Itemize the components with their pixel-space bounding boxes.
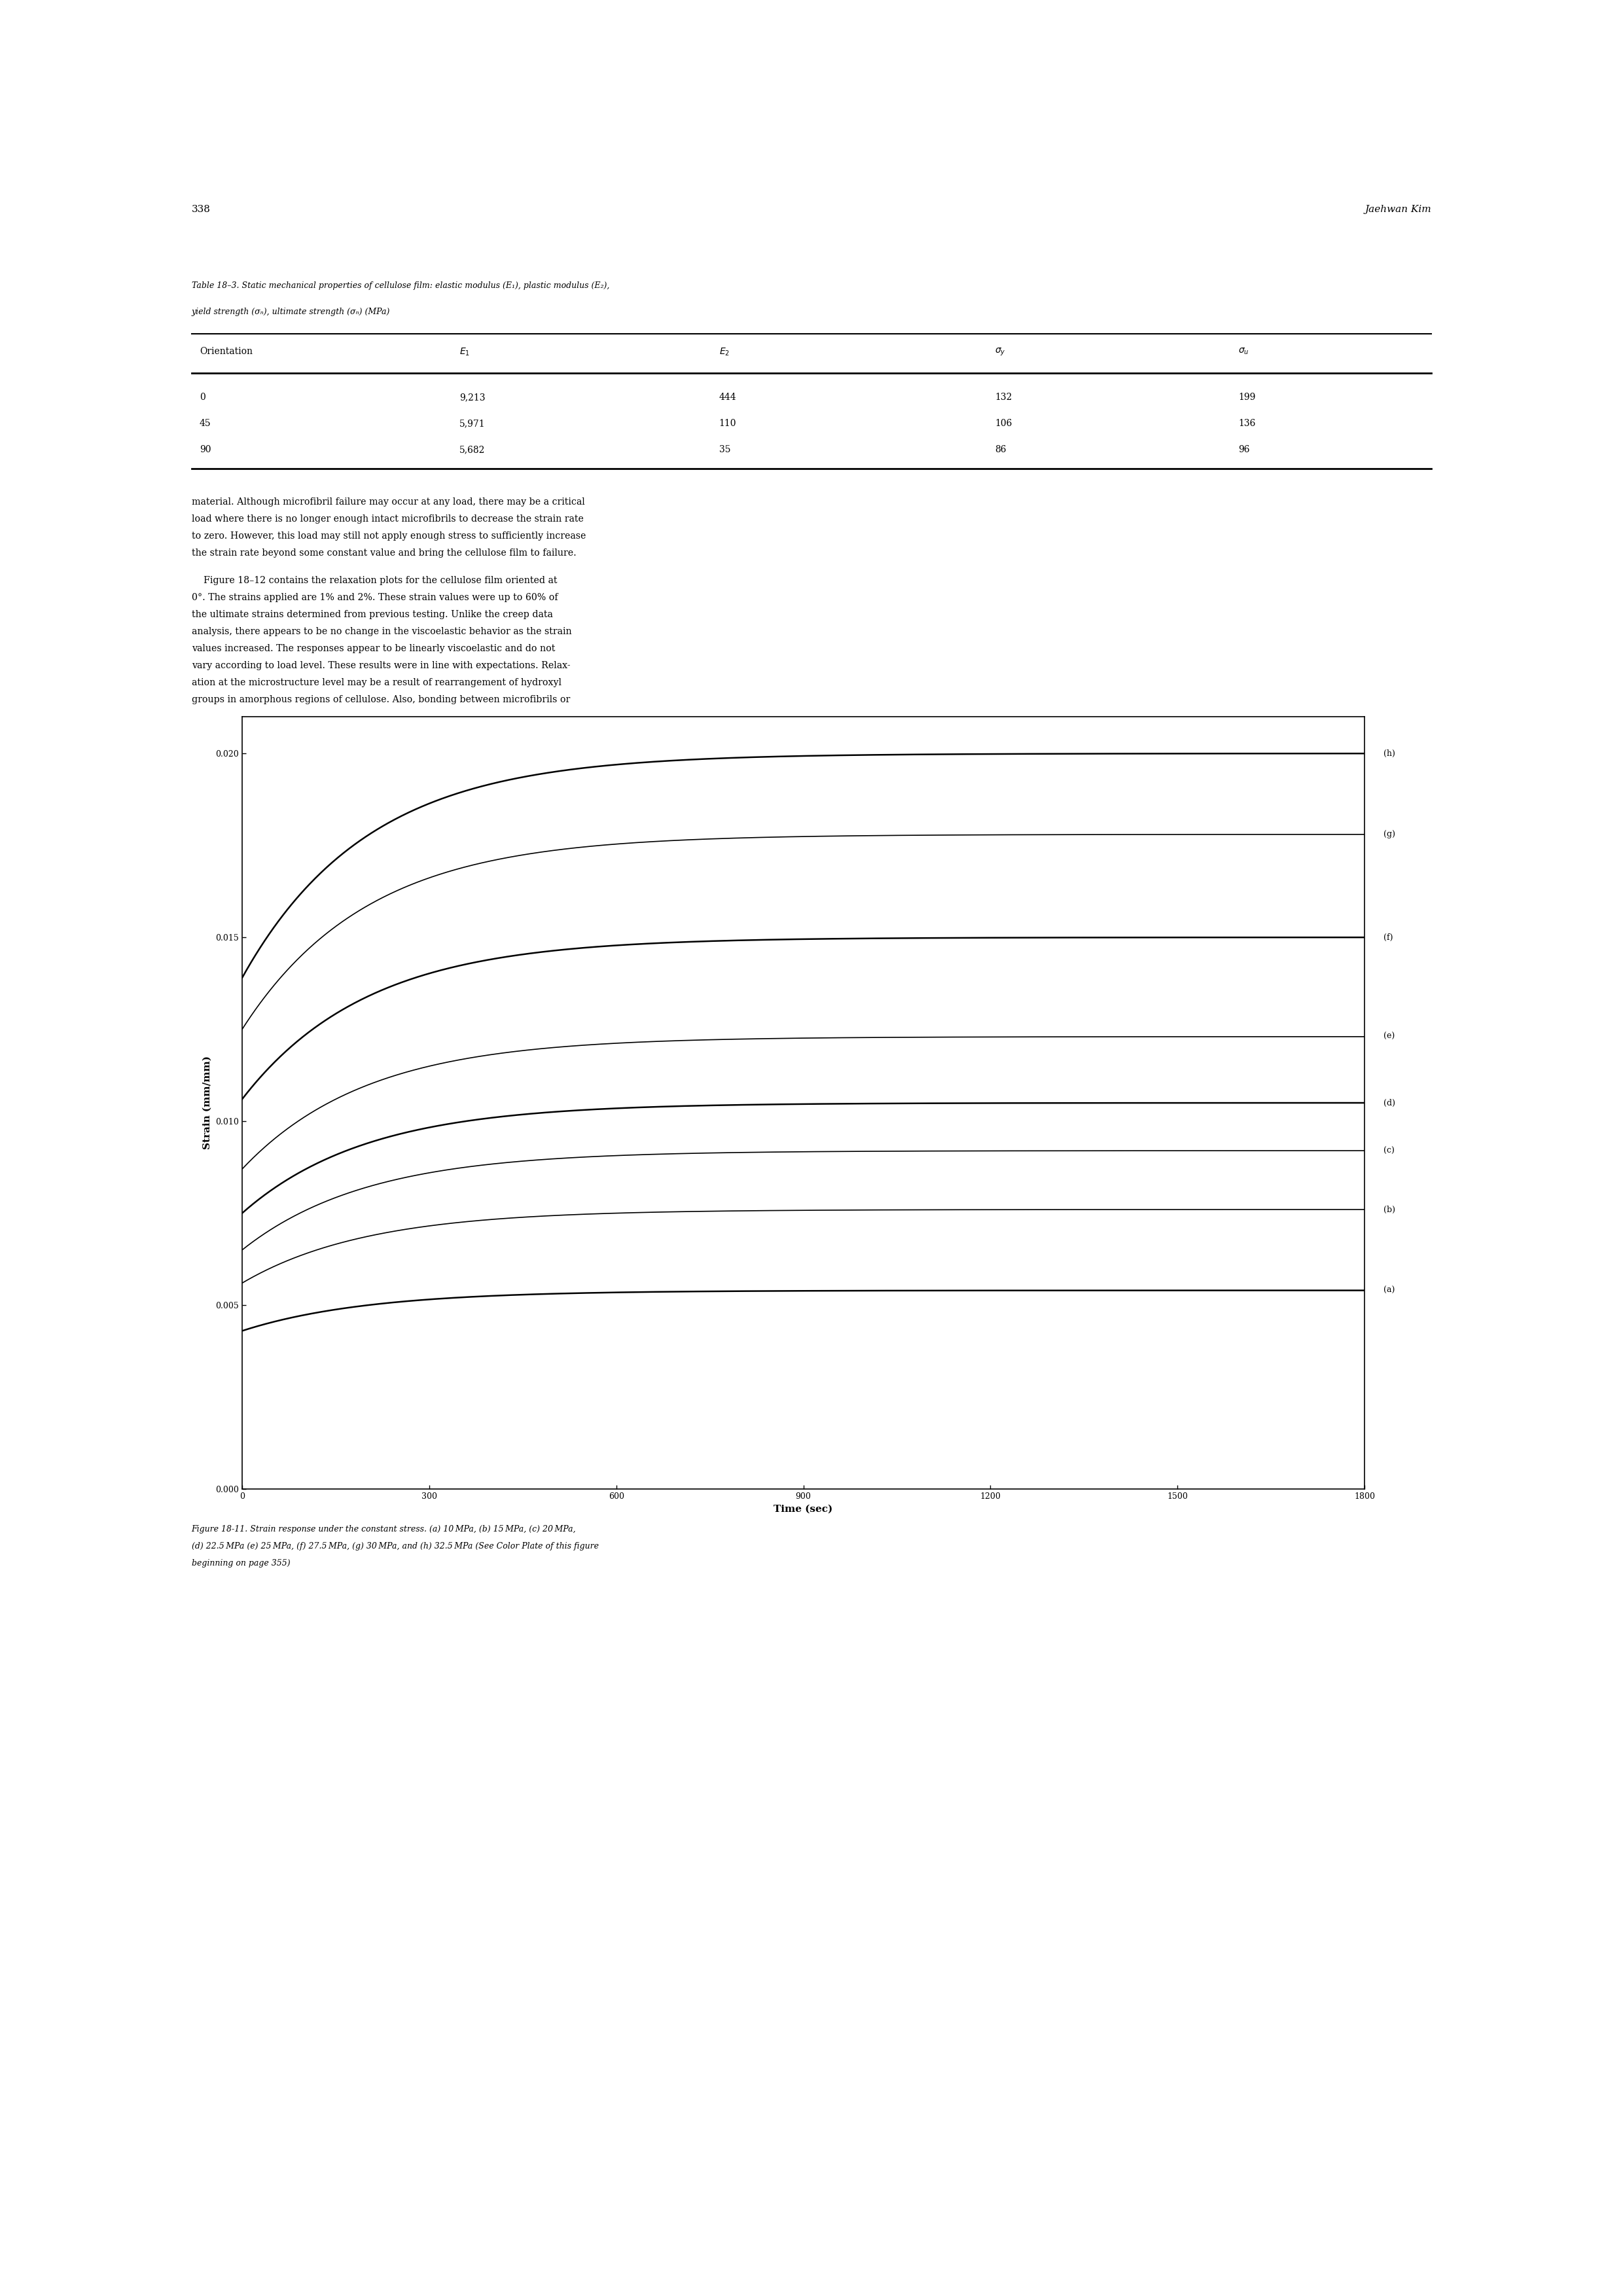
Text: 338: 338: [192, 204, 211, 214]
Text: Figure 18-11. Strain response under the constant stress. (a) 10 MPa, (b) 15 MPa,: Figure 18-11. Strain response under the …: [192, 1525, 576, 1534]
Text: load where there is no longer enough intact microfibrils to decrease the strain : load where there is no longer enough int…: [192, 514, 583, 523]
Text: (a): (a): [1383, 1286, 1394, 1295]
Text: 0: 0: [200, 393, 206, 402]
Text: $E_2$: $E_2$: [719, 347, 729, 358]
Text: 444: 444: [719, 393, 737, 402]
Text: material. Although microfibril failure may occur at any load, there may be a cri: material. Although microfibril failure m…: [192, 498, 584, 507]
Text: 45: 45: [200, 418, 211, 427]
Text: the strain rate beyond some constant value and bring the cellulose film to failu: the strain rate beyond some constant val…: [192, 549, 576, 558]
Text: 96: 96: [1238, 445, 1250, 455]
Text: Orientation: Orientation: [200, 347, 253, 356]
Text: (e): (e): [1383, 1033, 1394, 1040]
Text: 90: 90: [200, 445, 211, 455]
Y-axis label: Strain (mm/mm): Strain (mm/mm): [203, 1056, 213, 1150]
Text: 110: 110: [719, 418, 737, 427]
Text: (d): (d): [1383, 1097, 1396, 1107]
Text: Jaehwan Kim: Jaehwan Kim: [1365, 204, 1431, 214]
Text: 199: 199: [1238, 393, 1256, 402]
Text: $E_1$: $E_1$: [459, 347, 469, 358]
Text: (g): (g): [1383, 831, 1396, 838]
Text: (f): (f): [1383, 932, 1393, 941]
Text: to zero. However, this load may still not apply enough stress to sufficiently in: to zero. However, this load may still no…: [192, 530, 586, 540]
Text: the ultimate strains determined from previous testing. Unlike the creep data: the ultimate strains determined from pre…: [192, 611, 553, 620]
Text: values increased. The responses appear to be linearly viscoelastic and do not: values increased. The responses appear t…: [192, 645, 555, 652]
Text: vary according to load level. These results were in line with expectations. Rela: vary according to load level. These resu…: [192, 661, 570, 670]
Text: 106: 106: [995, 418, 1013, 427]
Text: (b): (b): [1383, 1205, 1396, 1215]
Text: $\sigma_u$: $\sigma_u$: [1238, 347, 1250, 356]
Text: groups in amorphous regions of cellulose. Also, bonding between microfibrils or: groups in amorphous regions of cellulose…: [192, 696, 570, 705]
Text: 5,682: 5,682: [459, 445, 485, 455]
Text: analysis, there appears to be no change in the viscoelastic behavior as the stra: analysis, there appears to be no change …: [192, 627, 571, 636]
Text: ation at the microstructure level may be a result of rearrangement of hydroxyl: ation at the microstructure level may be…: [192, 677, 562, 687]
Text: 136: 136: [1238, 418, 1256, 427]
Text: 9,213: 9,213: [459, 393, 485, 402]
Text: beginning on page 355): beginning on page 355): [192, 1559, 291, 1568]
Text: yield strength (σₙ), ultimate strength (σₙ) (MPa): yield strength (σₙ), ultimate strength (…: [192, 308, 390, 317]
Text: (d) 22.5 MPa (e) 25 MPa, (f) 27.5 MPa, (g) 30 MPa, and (h) 32.5 MPa (See Color P: (d) 22.5 MPa (e) 25 MPa, (f) 27.5 MPa, (…: [192, 1543, 599, 1550]
Text: 0°. The strains applied are 1% and 2%. These strain values were up to 60% of: 0°. The strains applied are 1% and 2%. T…: [192, 592, 558, 602]
Text: (c): (c): [1383, 1146, 1394, 1155]
Text: 86: 86: [995, 445, 1006, 455]
Text: 5,971: 5,971: [459, 418, 485, 427]
Text: Table 18–3. Static mechanical properties of cellulose film: elastic modulus (E₁): Table 18–3. Static mechanical properties…: [192, 282, 609, 289]
Text: 132: 132: [995, 393, 1013, 402]
X-axis label: Time (sec): Time (sec): [774, 1504, 833, 1513]
Text: Figure 18–12 contains the relaxation plots for the cellulose film oriented at: Figure 18–12 contains the relaxation plo…: [192, 576, 557, 585]
Text: 35: 35: [719, 445, 730, 455]
Text: $\sigma_y$: $\sigma_y$: [995, 347, 1006, 358]
Text: (h): (h): [1383, 748, 1394, 758]
